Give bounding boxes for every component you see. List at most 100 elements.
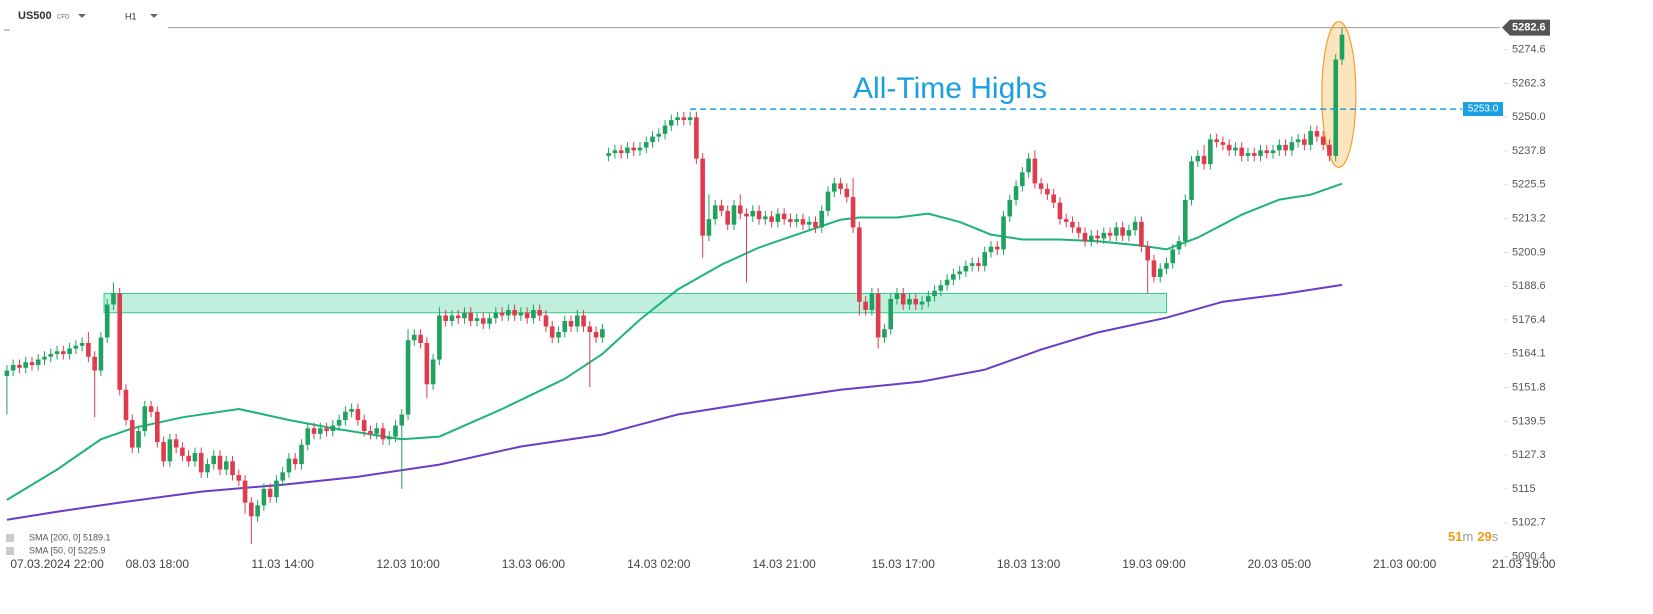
x-tick-label: 19.03 09:00	[1122, 557, 1186, 571]
candle-body	[487, 318, 492, 324]
candle-body	[650, 136, 655, 143]
candle-body	[23, 362, 28, 368]
candle-body	[86, 342, 91, 357]
y-tick-label: 5151.8	[1512, 381, 1546, 393]
candle-body	[1157, 268, 1163, 277]
candle-body	[48, 354, 54, 357]
candle-body	[1126, 230, 1132, 236]
candle-body	[568, 320, 574, 327]
candle-body	[1045, 188, 1050, 195]
candle-body	[1283, 144, 1288, 151]
candle-body	[205, 464, 210, 473]
candle-body	[1176, 241, 1182, 250]
candle-body	[825, 191, 831, 211]
candle-body	[35, 359, 41, 366]
candle-body	[963, 265, 969, 272]
candle-body	[769, 216, 774, 222]
y-tick-label: 5262.3	[1512, 77, 1546, 89]
candle-body	[1001, 216, 1006, 250]
y-tick-label: 5176.4	[1512, 314, 1546, 326]
candle-body	[831, 183, 837, 192]
highlight-ellipse	[1321, 21, 1357, 168]
candle-body	[474, 318, 480, 321]
symbol-dropdown[interactable]	[78, 14, 86, 18]
header: US500 CFD H1	[4, 10, 158, 31]
candle-body	[361, 420, 367, 432]
candle-body	[405, 340, 411, 415]
countdown-part: 29	[1477, 529, 1491, 544]
candle-body	[123, 389, 129, 421]
timeframe[interactable]: H1	[125, 11, 137, 21]
candle-body	[863, 301, 868, 310]
candle-body	[261, 488, 267, 506]
x-tick-label: 12.03 10:00	[376, 557, 440, 571]
candle-body	[612, 150, 618, 154]
candle-body	[982, 252, 988, 266]
y-tick-label: 5250.0	[1512, 111, 1546, 123]
candle-body	[518, 312, 524, 316]
candle-body	[706, 219, 712, 236]
candle-body	[468, 312, 474, 321]
candle-body	[1302, 139, 1307, 145]
candle-body	[292, 458, 298, 465]
candle-body	[493, 312, 499, 319]
candle-body	[186, 455, 191, 462]
candle-body	[92, 356, 97, 371]
candle-body	[412, 334, 417, 341]
candle-body	[669, 120, 674, 126]
candle-body	[173, 439, 179, 448]
candle-body	[618, 150, 624, 154]
candle-body	[988, 246, 994, 253]
candle-body	[1289, 142, 1295, 151]
candle-body	[1170, 249, 1176, 264]
legend-icon	[6, 534, 14, 542]
symbol[interactable]: US500	[18, 10, 52, 22]
candle-body	[606, 153, 611, 156]
candle-body	[305, 428, 311, 445]
candle-body	[875, 293, 881, 338]
candle-body	[763, 216, 768, 220]
candle-body	[700, 158, 705, 236]
candle-body	[324, 428, 329, 432]
candle-body	[418, 334, 423, 343]
candle-body	[1026, 158, 1031, 173]
candle-body	[67, 348, 72, 354]
candle-body	[286, 458, 292, 473]
candle-body	[957, 271, 962, 275]
countdown-part: s	[1492, 529, 1499, 544]
candle-body	[1182, 199, 1188, 242]
candle-body	[1101, 232, 1107, 239]
y-tick-label: 5200.9	[1512, 246, 1546, 258]
candle-body	[894, 293, 900, 299]
candle-body	[675, 117, 680, 121]
y-tick-label: 5115	[1512, 483, 1536, 495]
y-tick-label: 5139.5	[1512, 415, 1546, 427]
candle-body	[725, 210, 731, 225]
sma-line	[6, 182, 1343, 501]
candle-body	[1233, 147, 1238, 151]
candle-body	[1032, 158, 1038, 184]
candle-body	[850, 197, 856, 228]
legend-entry: SMA [200, 0] 5189.1	[29, 532, 111, 542]
candle-body	[994, 246, 1000, 250]
candle-body	[1214, 139, 1219, 143]
candle-body	[574, 315, 580, 327]
candle-body	[430, 359, 436, 385]
candle-body	[838, 183, 843, 189]
candle-body	[499, 312, 505, 316]
timeframe-dropdown[interactable]	[150, 14, 158, 18]
x-tick-label: 15.03 17:00	[872, 557, 936, 571]
plot-area: 5274.6 5262.3 5250.0 5237.8 5225.5 5213.2 5200…	[4, 19, 1556, 571]
x-tick-label: 14.03 02:00	[627, 557, 691, 571]
candle-body	[155, 411, 160, 443]
x-tick-label: 07.03.2024 22:00	[10, 557, 104, 571]
candle-body	[888, 298, 893, 330]
candle-body	[1239, 147, 1245, 156]
candle-body	[1295, 139, 1301, 143]
candle-body	[556, 331, 561, 338]
y-tick-label: 5274.6	[1512, 44, 1546, 56]
candle-body	[355, 409, 361, 421]
candle-body	[600, 329, 605, 338]
